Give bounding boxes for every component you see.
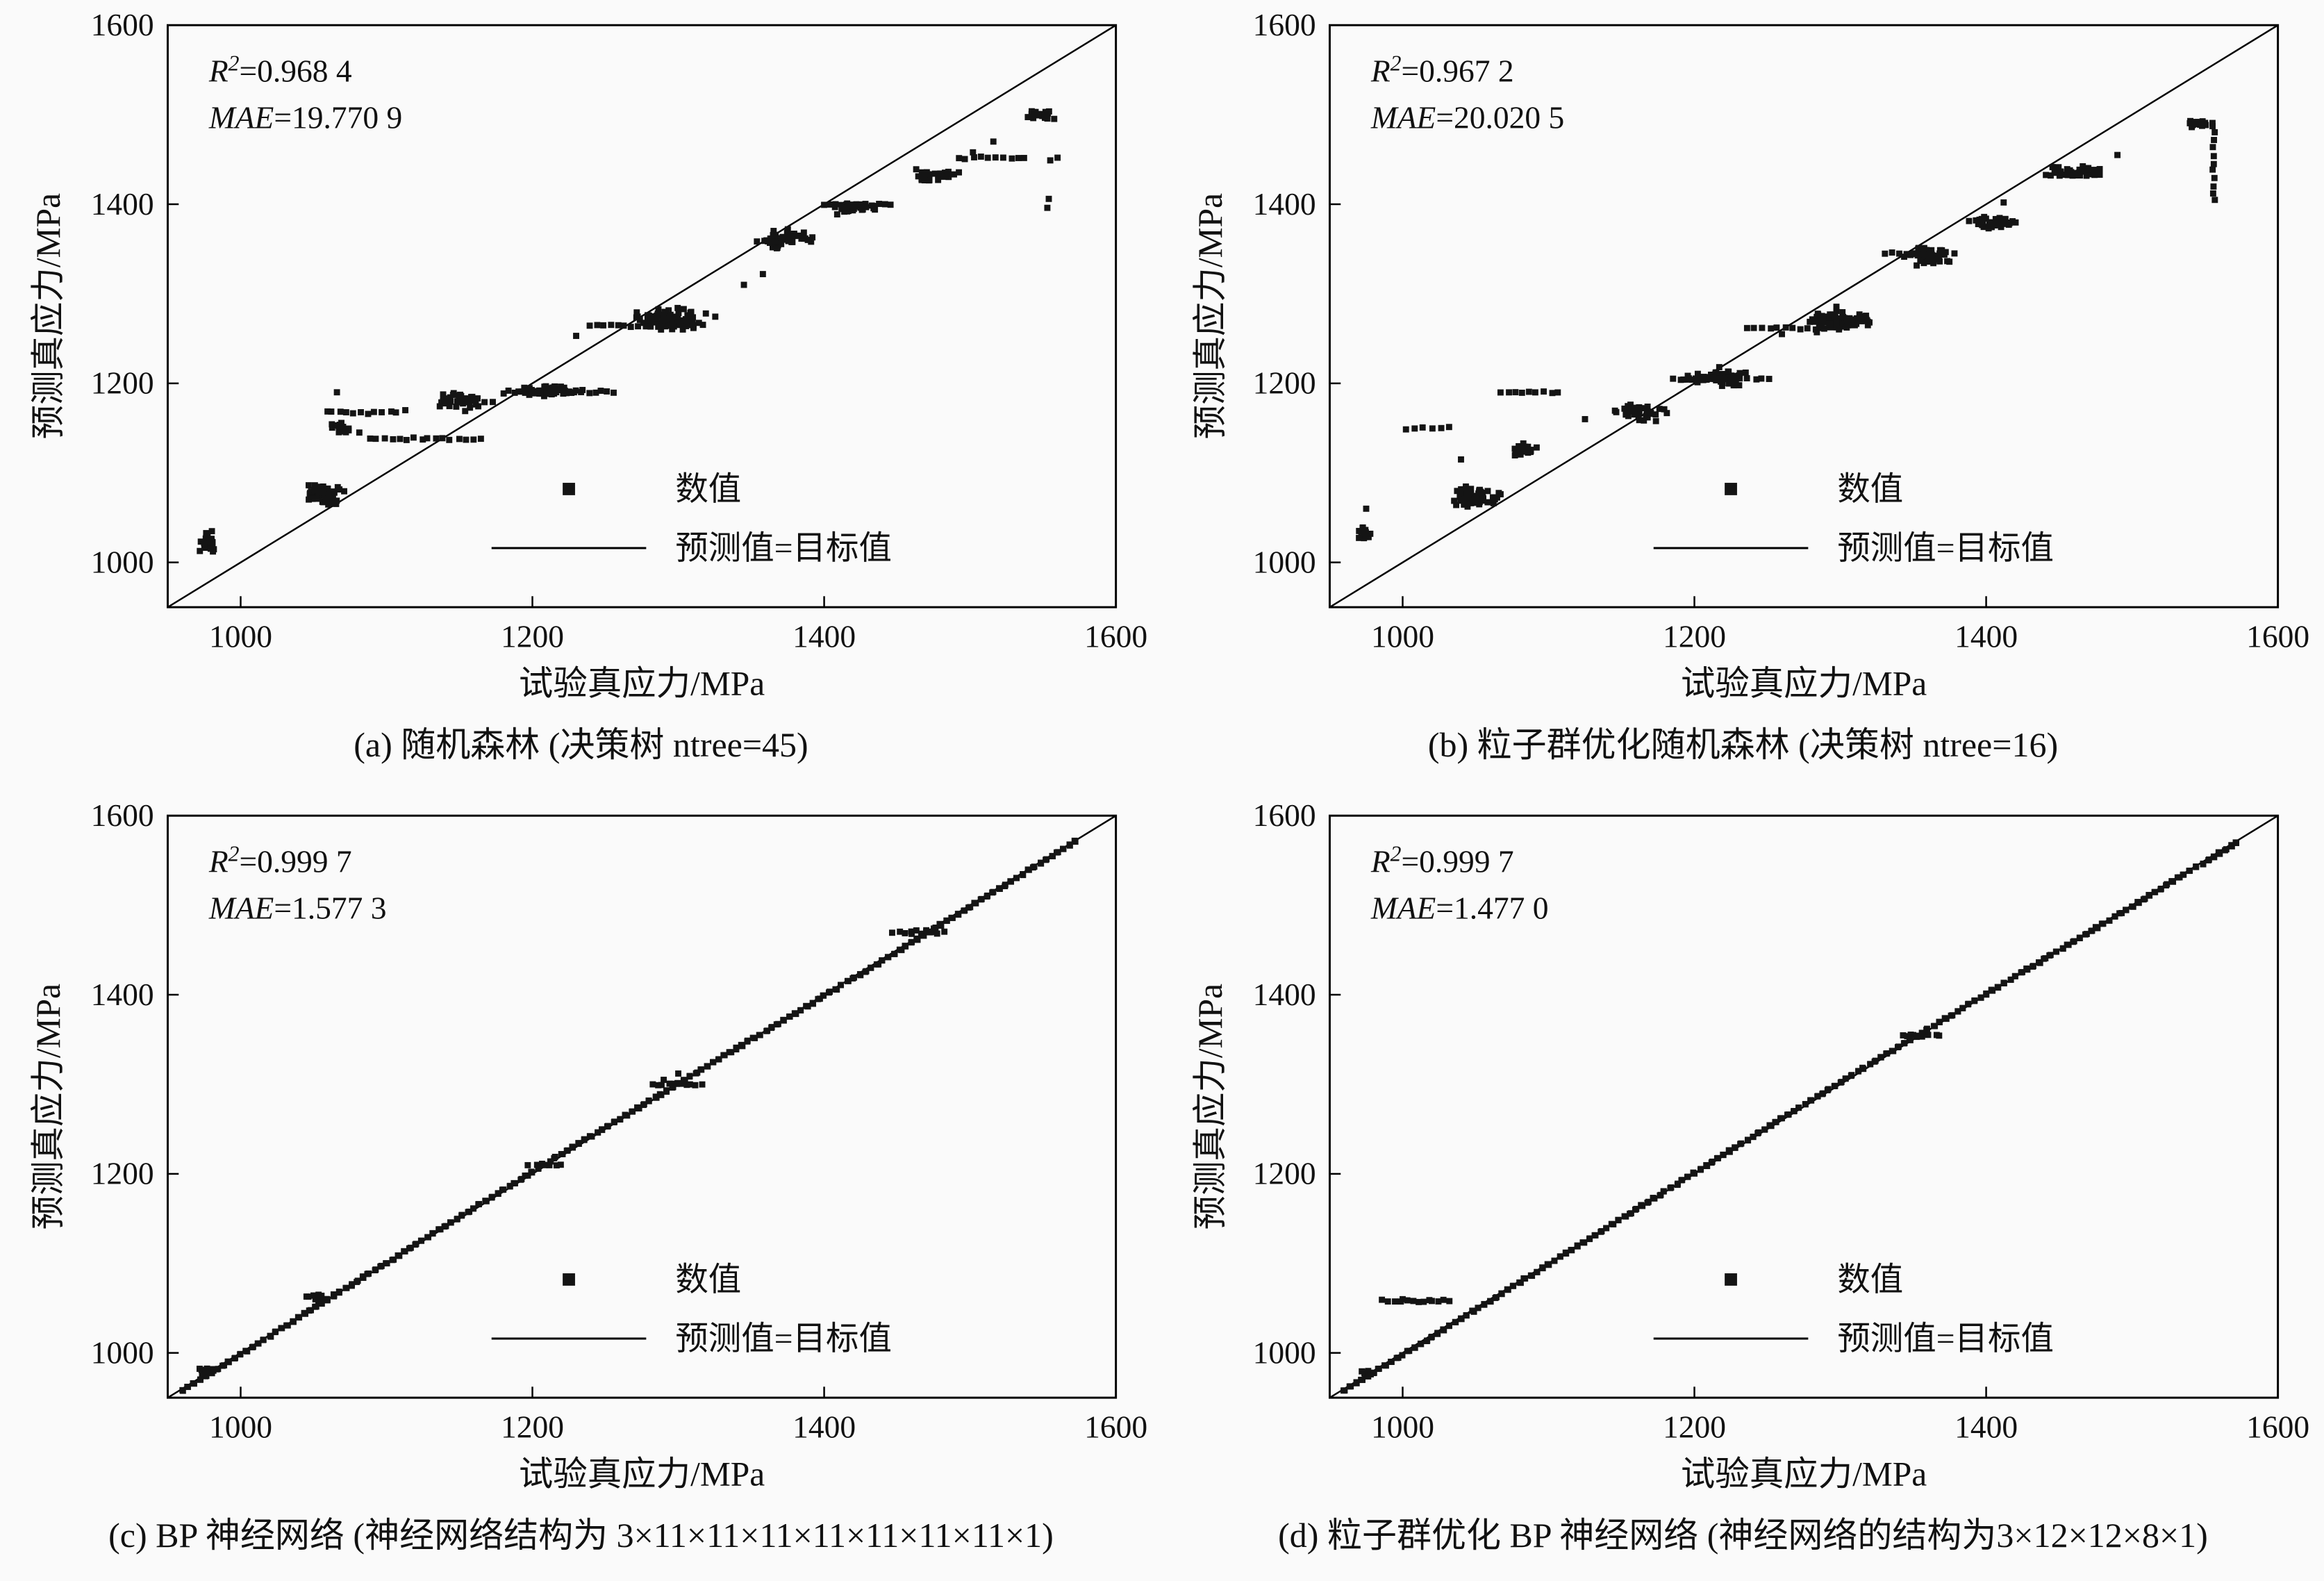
legend-line-label: 预测值=目标值 xyxy=(1837,1321,2054,1357)
svg-text:1400: 1400 xyxy=(1253,977,1316,1012)
svg-text:1400: 1400 xyxy=(1954,618,2018,654)
svg-text:1000: 1000 xyxy=(1371,618,1434,654)
legend-line-label: 预测值=目标值 xyxy=(675,531,892,567)
svg-text:1600: 1600 xyxy=(91,7,154,42)
data-points xyxy=(197,108,1061,555)
panel-d: 1000 1000 1200 1200 1400 1400 1600 1600 试验真应力/MP… xyxy=(1162,790,2324,1581)
panel-caption-b: (b) 粒子群优化随机森林 (决策树 ntree=16) xyxy=(1427,725,2059,764)
legend-marker-icon xyxy=(1725,1273,1737,1286)
r2-annotation: R2=0.967 2 xyxy=(1370,51,1514,89)
panel-a: 1000 1000 1200 1200 1400 1400 1600 1600 试验真应力/MP… xyxy=(0,0,1162,790)
svg-text:1600: 1600 xyxy=(1253,797,1316,833)
svg-text:1600: 1600 xyxy=(1084,618,1147,654)
identity-line xyxy=(167,25,1116,608)
scatter-plot-random-forest: 1000 1000 1200 1200 1400 1400 1600 1600 试验真应力/MP… xyxy=(29,7,1147,703)
tick-marks xyxy=(167,814,1117,1398)
y-axis-title: 预测真应力/MPa xyxy=(1191,193,1229,439)
x-axis-title: 试验真应力/MPa xyxy=(519,1455,765,1493)
panel-c: 1000 1000 1200 1200 1400 1400 1600 1600 试验真应力/MP… xyxy=(0,790,1162,1581)
mae-annotation: MAE=1.477 0 xyxy=(1370,891,1549,926)
svg-text:1000: 1000 xyxy=(91,1335,154,1371)
tick-marks xyxy=(1329,24,2279,608)
svg-text:1000: 1000 xyxy=(1371,1409,1434,1444)
r2-annotation: R2=0.999 7 xyxy=(1370,842,1514,879)
svg-text:1000: 1000 xyxy=(91,545,154,580)
svg-text:1600: 1600 xyxy=(1253,7,1316,42)
y-axis-title: 预测真应力/MPa xyxy=(29,984,67,1230)
svg-text:1200: 1200 xyxy=(1253,1156,1316,1191)
legend-line-label: 预测值=目标值 xyxy=(675,1321,892,1357)
legend-marker-label: 数值 xyxy=(1837,472,1903,508)
legend-marker-icon xyxy=(563,1273,575,1286)
svg-text:1000: 1000 xyxy=(1253,1335,1316,1371)
svg-text:1400: 1400 xyxy=(792,1409,856,1444)
svg-text:1400: 1400 xyxy=(91,977,154,1012)
y-axis-title: 预测真应力/MPa xyxy=(29,193,67,439)
scatter-plot-bp-network: 1000 1000 1200 1200 1400 1400 1600 1600 试验真应力/MP… xyxy=(29,797,1147,1493)
panel-b: 1000 1000 1200 1200 1400 1400 1600 1600 试验真应力/MP… xyxy=(1162,0,2324,790)
tick-labels: 1000 1000 1200 1200 1400 1400 1600 1600 xyxy=(91,7,1147,654)
svg-text:1400: 1400 xyxy=(1253,186,1316,222)
svg-text:1200: 1200 xyxy=(501,618,564,654)
svg-text:1600: 1600 xyxy=(1084,1409,1147,1444)
data-points xyxy=(1356,117,2218,542)
axes-frame xyxy=(166,24,1118,609)
x-axis-title: 试验真应力/MPa xyxy=(1681,1455,1927,1493)
mae-annotation: MAE=19.770 9 xyxy=(208,100,402,135)
svg-text:1600: 1600 xyxy=(91,797,154,833)
legend-marker-icon xyxy=(1725,483,1737,495)
svg-text:1200: 1200 xyxy=(91,1156,154,1191)
svg-text:1000: 1000 xyxy=(209,1409,272,1444)
x-axis-title: 试验真应力/MPa xyxy=(519,665,765,703)
legend-line-label: 预测值=目标值 xyxy=(1837,531,2054,567)
tick-labels: 1000 1000 1200 1200 1400 1400 1600 1600 xyxy=(91,797,1147,1444)
axes-frame xyxy=(1328,24,2280,609)
legend-marker-label: 数值 xyxy=(675,1262,741,1298)
svg-text:1000: 1000 xyxy=(209,618,272,654)
tick-marks xyxy=(1329,814,2279,1398)
mae-annotation: MAE=1.577 3 xyxy=(208,891,387,926)
data-points xyxy=(1341,839,2240,1394)
mae-annotation: MAE=20.020 5 xyxy=(1370,100,1564,135)
svg-text:1200: 1200 xyxy=(501,1409,564,1444)
svg-text:1200: 1200 xyxy=(1663,618,1726,654)
axes-frame xyxy=(1328,814,2280,1399)
svg-text:1200: 1200 xyxy=(1253,365,1316,401)
data-points xyxy=(179,837,1079,1394)
r2-annotation: R2=0.968 4 xyxy=(208,51,352,89)
scatter-plot-pso-random-forest: 1000 1000 1200 1200 1400 1400 1600 1600 试验真应力/MP… xyxy=(1191,7,2309,703)
tick-labels: 1000 1000 1200 1200 1400 1400 1600 1600 xyxy=(1253,797,2309,1444)
x-axis-title: 试验真应力/MPa xyxy=(1681,665,1927,703)
svg-text:1400: 1400 xyxy=(1954,1409,2018,1444)
legend-marker-label: 数值 xyxy=(675,472,741,508)
svg-text:1200: 1200 xyxy=(1663,1409,1726,1444)
svg-text:1000: 1000 xyxy=(1253,545,1316,580)
panel-caption-d: (d) 粒子群优化 BP 神经网络 (神经网络的结构为3×12×12×8×1) xyxy=(1278,1516,2208,1555)
svg-text:1200: 1200 xyxy=(91,365,154,401)
svg-text:1400: 1400 xyxy=(91,186,154,222)
svg-text:1600: 1600 xyxy=(2246,1409,2309,1444)
legend-marker-icon xyxy=(563,483,575,495)
axes-frame xyxy=(166,814,1118,1399)
identity-line xyxy=(1329,25,2278,608)
y-axis-title: 预测真应力/MPa xyxy=(1191,984,1229,1230)
svg-text:1600: 1600 xyxy=(2246,618,2309,654)
legend-marker-label: 数值 xyxy=(1837,1262,1903,1298)
panel-caption-a: (a) 随机森林 (决策树 ntree=45) xyxy=(354,725,808,764)
r2-annotation: R2=0.999 7 xyxy=(208,842,352,879)
scatter-plot-pso-bp-network: 1000 1000 1200 1200 1400 1400 1600 1600 试验真应力/MP… xyxy=(1191,797,2309,1493)
tick-labels: 1000 1000 1200 1200 1400 1400 1600 1600 xyxy=(1253,7,2309,654)
svg-text:1400: 1400 xyxy=(792,618,856,654)
tick-marks xyxy=(167,24,1117,608)
panel-caption-c: (c) BP 神经网络 (神经网络结构为 3×11×11×11×11×11×11… xyxy=(108,1516,1054,1555)
